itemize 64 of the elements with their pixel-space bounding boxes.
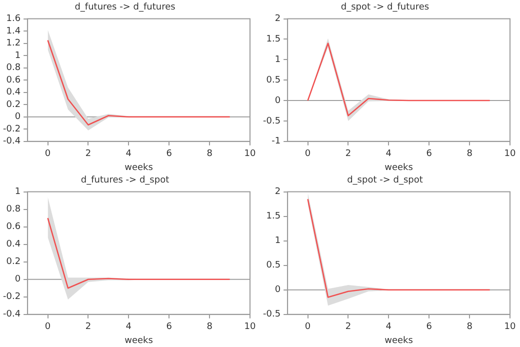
x-tick-label: 6 [166,322,172,332]
x-tick-label: 4 [126,149,132,160]
y-tick-label: -0.2 [3,124,21,134]
y-tick-label: 0.5 [266,260,281,271]
x-tick-label: 6 [166,149,172,160]
y-tick-label: 0.2 [6,257,21,268]
x-axis-title: weeks [124,336,154,346]
x-tick-label: 8 [206,322,213,332]
x-tick-label: 0 [44,322,51,332]
x-tick-label: 4 [386,149,392,160]
y-tick-label: -0.4 [3,310,21,320]
x-tick-label: 2 [85,149,92,160]
y-tick-label: 2 [274,14,281,24]
y-tick-label: 1.6 [6,14,21,24]
x-tick-label: 4 [386,322,392,332]
x-tick-label: 2 [85,322,92,332]
y-tick-label: 0.4 [6,240,21,250]
x-tick-label: 6 [426,149,432,160]
x-tick-label: 6 [426,322,432,332]
y-tick-label: 0.8 [6,63,21,74]
y-tick-label: -0.5 [263,116,281,126]
x-tick-label: 10 [504,322,516,332]
y-tick-label: 0 [14,274,21,285]
x-axis-title: weeks [124,162,154,173]
x-tick-label: 2 [345,322,352,332]
y-tick-label: 0.8 [6,204,21,215]
x-tick-label: 8 [206,149,213,160]
y-tick-label: 0 [14,112,21,122]
y-tick-label: 1 [14,50,21,61]
y-tick-label: 1.2 [6,38,21,49]
y-tick-label: 1 [274,236,281,246]
x-tick-label: 0 [44,149,51,160]
y-tick-label: 1 [274,55,281,66]
x-tick-label: 10 [244,322,256,332]
x-tick-label: 10 [504,149,516,160]
y-tick-label: -0.5 [263,310,281,320]
chart-title: d_spot -> d_spot [347,176,424,186]
x-tick-label: 4 [126,322,132,332]
chart-title: d_spot -> d_futures [340,2,430,13]
x-tick-label: 2 [345,149,352,160]
x-tick-label: 8 [466,149,473,160]
x-tick-label: 10 [244,149,256,160]
y-tick-label: 0.2 [6,100,21,110]
y-tick-label: 0 [274,96,281,106]
y-tick-label: 1 [14,187,21,198]
y-tick-label: 0.5 [266,75,281,86]
x-tick-label: 0 [304,322,311,332]
y-tick-label: 0.4 [6,88,21,98]
y-tick-label: 1.5 [266,34,281,45]
y-tick-label: 0.6 [6,75,21,86]
x-axis-title: weeks [384,162,414,173]
chart-title: d_futures -> d_futures [74,2,176,13]
chart-title: d_futures -> d_spot [80,176,170,186]
x-tick-label: 8 [466,322,473,332]
x-tick-label: 0 [304,149,311,160]
y-tick-label: -0.2 [3,292,21,302]
y-tick-label: 1.4 [6,26,21,36]
y-tick-label: 0 [274,285,281,296]
y-tick-label: -1 [272,136,281,147]
y-tick-label: 2 [274,187,281,198]
y-tick-label: 1.5 [266,212,281,222]
y-tick-label: 0.6 [6,222,21,232]
x-axis-title: weeks [384,336,414,346]
y-tick-label: -0.4 [3,136,21,147]
